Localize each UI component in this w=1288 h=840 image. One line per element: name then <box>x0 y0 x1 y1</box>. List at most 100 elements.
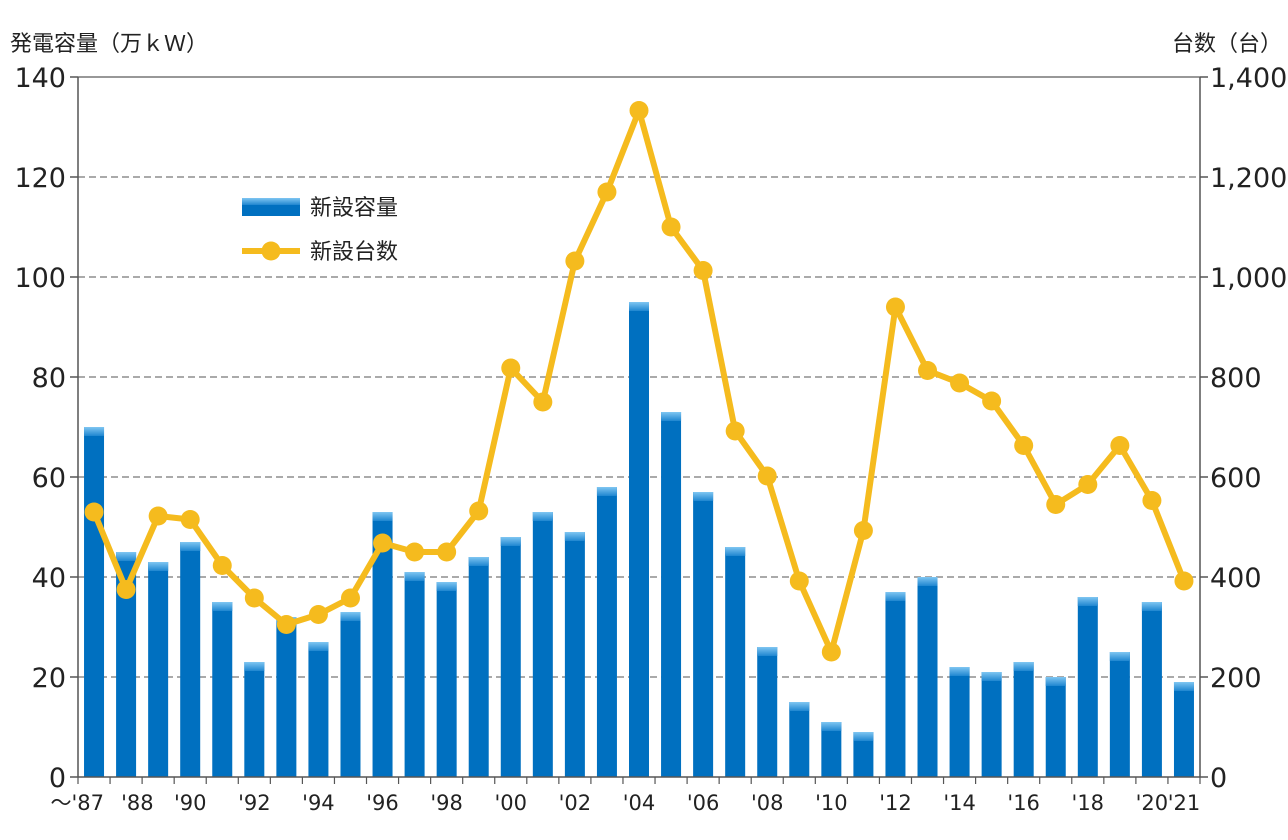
bar-highlight <box>372 512 393 521</box>
bar <box>885 592 906 777</box>
count-point <box>693 261 713 280</box>
x-tick-label: '94 <box>302 791 335 815</box>
bar <box>981 672 1002 777</box>
bar-highlight <box>180 542 201 551</box>
bar <box>1045 677 1066 777</box>
count-point <box>437 542 457 562</box>
x-tick-label: '08 <box>751 791 784 815</box>
bar-highlight <box>244 662 265 671</box>
bar <box>596 487 617 777</box>
left-tick-label: 140 <box>14 63 66 94</box>
count-point <box>982 391 1002 411</box>
bar-highlight <box>340 612 361 621</box>
bar <box>661 412 682 777</box>
bar <box>821 722 842 777</box>
count-point <box>789 571 809 591</box>
count-point <box>1046 495 1066 514</box>
count-point <box>1110 436 1130 455</box>
right-tick-label: 800 <box>1210 363 1262 394</box>
bar <box>116 552 137 777</box>
bar-highlight <box>1077 597 1098 606</box>
x-tick-label: '04 <box>623 791 656 815</box>
bar <box>1173 682 1194 777</box>
bar <box>340 612 361 777</box>
count-point <box>1174 571 1194 591</box>
count-point <box>853 521 873 540</box>
x-tick-label: '14 <box>943 791 976 815</box>
bar <box>468 557 489 777</box>
bar-highlight <box>500 537 521 546</box>
right-tick-label: 1,400 <box>1210 63 1287 94</box>
left-tick-label: 20 <box>32 663 66 694</box>
bar-highlight <box>436 582 457 591</box>
left-tick-label: 100 <box>14 263 66 294</box>
bar-highlight <box>596 487 617 496</box>
x-tick-label: '96 <box>366 791 399 815</box>
count-point <box>276 615 296 634</box>
bar <box>276 617 297 777</box>
bar <box>148 562 169 777</box>
left-tick-label: 60 <box>32 463 66 494</box>
count-point <box>821 642 841 662</box>
bar-highlight <box>1045 677 1066 686</box>
x-tick-label: '98 <box>430 791 463 815</box>
count-point <box>661 217 681 237</box>
count-point <box>180 510 200 529</box>
bar-highlight <box>116 552 137 561</box>
right-tick-label: 1,200 <box>1210 163 1287 194</box>
bar <box>725 547 746 777</box>
legend-line-marker <box>261 241 281 261</box>
bar <box>212 602 233 777</box>
bar-highlight <box>1141 602 1162 611</box>
bar <box>693 492 714 777</box>
count-point <box>950 373 970 393</box>
x-tick-label: '90 <box>174 791 207 815</box>
count-point <box>405 542 425 562</box>
count-point <box>244 588 264 608</box>
count-point <box>1078 475 1098 494</box>
bar <box>853 732 874 777</box>
x-tick-label: '18 <box>1072 791 1105 815</box>
bar-highlight <box>917 577 938 586</box>
bar <box>436 582 457 777</box>
bar <box>789 702 810 777</box>
x-tick-label: '88 <box>121 791 154 815</box>
count-point <box>629 101 649 120</box>
bar-highlight <box>404 572 425 581</box>
bar-highlight <box>661 412 682 421</box>
bar-highlight <box>981 672 1002 681</box>
right-tick-label: 600 <box>1210 463 1262 494</box>
count-point <box>340 588 360 608</box>
count-point <box>1142 491 1162 510</box>
bar-series <box>84 302 1194 777</box>
bar-highlight <box>212 602 233 611</box>
bar-highlight <box>757 647 778 656</box>
bar-highlight <box>532 512 553 521</box>
x-tick-label: '02 <box>559 791 592 815</box>
bar <box>629 302 649 777</box>
bar-highlight <box>629 302 649 311</box>
bar <box>1141 602 1162 777</box>
bar-highlight <box>949 667 970 676</box>
bar-highlight <box>885 592 906 601</box>
legend-label-capacity: 新設容量 <box>310 196 398 221</box>
count-point <box>533 392 553 412</box>
bar-highlight <box>1173 682 1194 691</box>
bar-highlight <box>468 557 489 566</box>
x-tick-label: '00 <box>495 791 528 815</box>
count-point <box>84 502 104 522</box>
left-tick-label: 0 <box>49 763 66 794</box>
right-axis-title: 台数（台） <box>1171 32 1282 57</box>
legend-bar-swatch-highlight <box>242 198 300 205</box>
tick-labels: 0 0 20 200 40 400 60 600 80 800 100 1,000 120 1,200 14… <box>14 63 1287 815</box>
right-tick-label: 0 <box>1210 763 1227 794</box>
bar <box>84 427 105 777</box>
bar-highlight <box>1109 652 1130 661</box>
count-point <box>565 251 585 271</box>
count-point <box>212 556 232 575</box>
left-tick-label: 80 <box>32 363 66 394</box>
left-tick-label: 40 <box>32 563 66 594</box>
x-tick-label: '10 <box>815 791 848 815</box>
bar-highlight <box>789 702 810 711</box>
